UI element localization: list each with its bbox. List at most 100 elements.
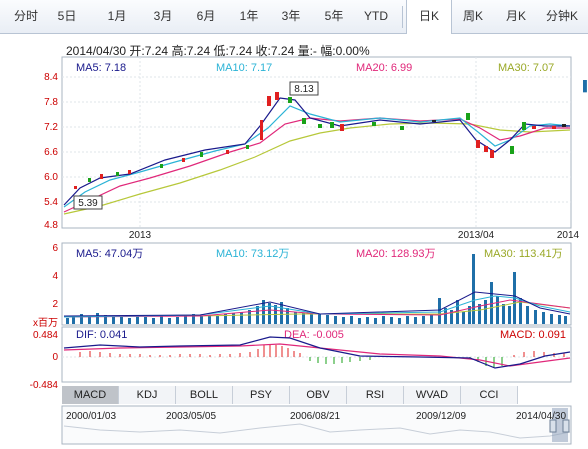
vol-ma5-line [63,291,571,317]
legend-ma20: MA20: 6.99 [356,62,412,74]
legend-dea: DEA: -0.005 [284,329,344,341]
navigator-date: 2000/01/03 [66,411,117,422]
tab-monthly-k[interactable]: 月K [505,9,526,23]
tab-1-year[interactable]: 1年 [239,9,259,23]
candle [532,126,536,129]
price-legend: MA5: 7.18 MA10: 7.17 MA20: 6.99 MA30: 7.… [76,62,554,74]
tab-cci[interactable]: CCI [461,386,518,404]
price-gridlines [62,57,571,228]
legend-vol-ma10: MA10: 73.12万 [216,248,289,260]
quote-open: 开:7.24 [129,44,169,58]
quote-high: 高:7.24 [171,44,211,58]
tab-weekly-k[interactable]: 周K [462,9,483,23]
candlesticks [74,92,566,189]
volume-y-tick: 6 [52,243,58,254]
candle [432,120,436,122]
legend-vol-ma20: MA20: 128.93万 [356,248,436,260]
tab-minute-k[interactable]: 分钟K [545,9,578,23]
volume-y-tick: 4 [52,271,58,282]
candle [466,113,470,120]
legend-ma30: MA30: 7.07 [498,62,554,74]
tab-obv[interactable]: OBV [290,386,347,404]
volume-bars [66,254,567,324]
tab-5-day[interactable]: 5日 [57,9,77,23]
tab-wvad[interactable]: WVAD [404,386,461,404]
candle [74,186,77,189]
candle [318,124,322,128]
macd-y-tick: -0.484 [30,380,59,391]
candle [116,172,119,176]
price-y-tick: 5.4 [44,197,58,208]
candle [400,126,404,130]
price-panel-frame [61,56,572,229]
candle [128,170,131,174]
ma30-line [63,122,571,215]
tab-ytd[interactable]: YTD [364,9,388,23]
vol-ma10-line [63,295,571,318]
legend-vol-ma30: MA30: 113.41万 [484,248,563,260]
candle [490,150,494,158]
ma20-line [63,117,570,213]
candle [267,96,271,106]
volume-legend: MA5: 47.04万 MA10: 73.12万 MA20: 128.93万 M… [76,248,563,260]
period-tab-bar: 分时 5日 1月 3月 6月 1年 3年 5年 YTD 日K 周K 月K 分钟K [0,0,588,34]
tab-daily-k[interactable]: 日K [406,0,452,34]
macd-y-tick: 0.484 [33,330,58,341]
vol-ma30-line [64,301,571,317]
volume-panel-frame [61,242,572,326]
tab-1-month[interactable]: 1月 [107,9,127,23]
quote-low: 低:7.24 [213,44,253,58]
vol-ma20-line [63,299,571,318]
macd-histogram-negative [309,357,503,368]
navigator-date: 2006/08/21 [290,411,341,422]
macd-y-tick: 0 [52,352,58,363]
quote-change: 幅:0.00% [320,44,370,58]
ma5-line [63,97,570,206]
price-y-tick: 8.4 [44,72,58,83]
price-y-tick: 4.8 [44,220,58,231]
min-price-box [73,195,103,210]
quote-close: 收:7.24 [255,44,295,58]
navigator-date: 2014/04/30 [516,411,567,422]
price-y-tick: 7.2 [44,122,58,133]
price-y-axis: 8.4 7.8 7.2 6.6 6.0 5.4 4.8 [44,72,58,231]
navigator-date: 2009/12/09 [416,411,467,422]
tab-6-month[interactable]: 6月 [196,9,216,23]
candle [200,152,203,157]
dif-line [63,336,571,369]
legend-ma5: MA5: 7.18 [76,62,126,74]
tab-kdj[interactable]: KDJ [119,386,176,404]
min-price-label: 5.39 [78,198,98,209]
candle [88,178,91,182]
candle [226,150,229,154]
candle [182,158,185,162]
navigator-date: 2003/05/05 [166,411,217,422]
tab-rsi[interactable]: RSI [347,386,404,404]
candle [562,124,566,127]
candle [275,92,279,100]
candle [288,97,292,103]
price-x-tick: 2014 [557,230,580,241]
candle [476,140,480,148]
macd-legend: DIF: 0.041 DEA: -0.005 MACD: 0.091 [76,329,566,341]
tab-psy[interactable]: PSY [233,386,290,404]
tab-3-month[interactable]: 3月 [153,9,173,23]
tab-macd[interactable]: MACD [62,386,119,404]
price-x-tick: 2013 [129,230,152,241]
candle [484,146,488,152]
candle [522,122,526,130]
candle [160,164,163,168]
tab-5-year[interactable]: 5年 [324,9,344,23]
volume-y-axis: 6 4 2 x百万 [33,243,58,329]
candle [246,145,249,149]
tab-3-year[interactable]: 3年 [281,9,301,23]
quote-info: 2014/04/30 开:7.24 高:7.24 低:7.24 收:7.24 量… [66,42,370,59]
candle [100,174,103,179]
tab-intraday[interactable]: 分时 [13,9,38,23]
tab-boll[interactable]: BOLL [176,386,233,404]
legend-macd: MACD: 0.091 [500,329,566,341]
candle [302,118,306,124]
macd-y-axis: 0.484 0 -0.484 [30,330,59,391]
indicator-tab-bar: MACD KDJ BOLL PSY OBV RSI WVAD CCI [62,386,582,404]
